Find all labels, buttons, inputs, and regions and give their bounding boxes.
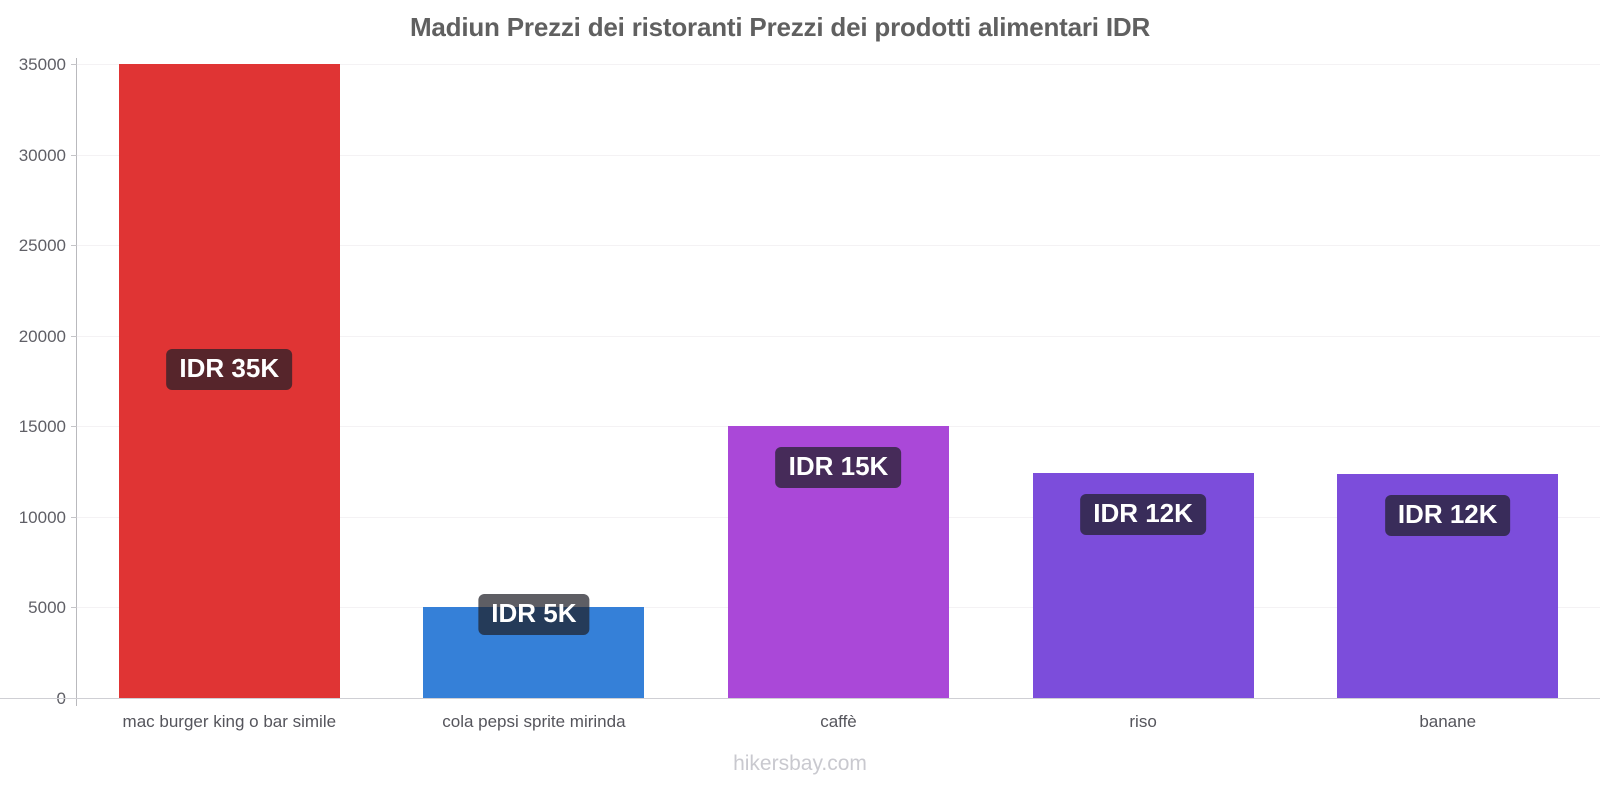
gridline (77, 245, 1600, 247)
bar[interactable]: IDR 35K (118, 64, 340, 698)
y-axis-tick-label: 15000 (18, 417, 66, 437)
x-axis-tick-label: banane (1419, 712, 1477, 731)
bar-value-label: IDR 12K (1384, 495, 1511, 537)
y-axis-tick-label: 5000 (28, 598, 66, 618)
y-axis-tick-label: 25000 (18, 236, 66, 256)
y-axis-tick-mark (71, 335, 77, 337)
x-axis-line (0, 698, 1600, 699)
x-axis-tick-label: cola pepsi sprite mirinda (442, 712, 626, 731)
y-axis-tick-label: 35000 (18, 55, 66, 74)
bar-value-label: IDR 12K (1080, 494, 1206, 536)
y-axis-tick-mark (71, 245, 77, 247)
bar-value-label: IDR 5K (478, 594, 590, 636)
bar[interactable]: IDR 15K (728, 426, 949, 698)
gridline (77, 335, 1600, 337)
bar-value-label: IDR 35K (166, 348, 293, 390)
y-axis-tick-label: 20000 (18, 326, 66, 346)
y-axis-tick-mark (71, 426, 77, 428)
y-axis-tick-label: 10000 (18, 507, 66, 527)
y-axis-tick-mark (71, 607, 77, 609)
y-axis-tick-mark (71, 516, 77, 518)
gridline (77, 64, 1600, 65)
bar[interactable]: IDR 5K (423, 594, 645, 698)
plot-area: 05000100001500020000250003000035000 IDR … (19, 55, 1600, 708)
y-axis-tick-mark (71, 64, 77, 65)
y-axis-line (76, 58, 77, 706)
x-axis-tick-label: mac burger king o bar simile (122, 712, 337, 731)
bar-value-label: IDR 15K (775, 447, 902, 489)
x-axis-tick-label: riso (1129, 712, 1157, 731)
x-axis-tick-label: caffè (820, 712, 857, 731)
chart-title: Madiun Prezzi dei ristoranti Prezzi dei … (409, 12, 1151, 42)
gridline (77, 154, 1600, 156)
y-axis-tick-mark (71, 154, 77, 156)
bar[interactable]: IDR 12K (1032, 473, 1254, 698)
bar[interactable]: IDR 12K (1337, 474, 1559, 698)
y-axis-tick-label: 0 (6, 689, 66, 709)
y-axis-tick-label: 30000 (18, 145, 66, 165)
watermark-label: hikersbay.com (733, 752, 867, 775)
